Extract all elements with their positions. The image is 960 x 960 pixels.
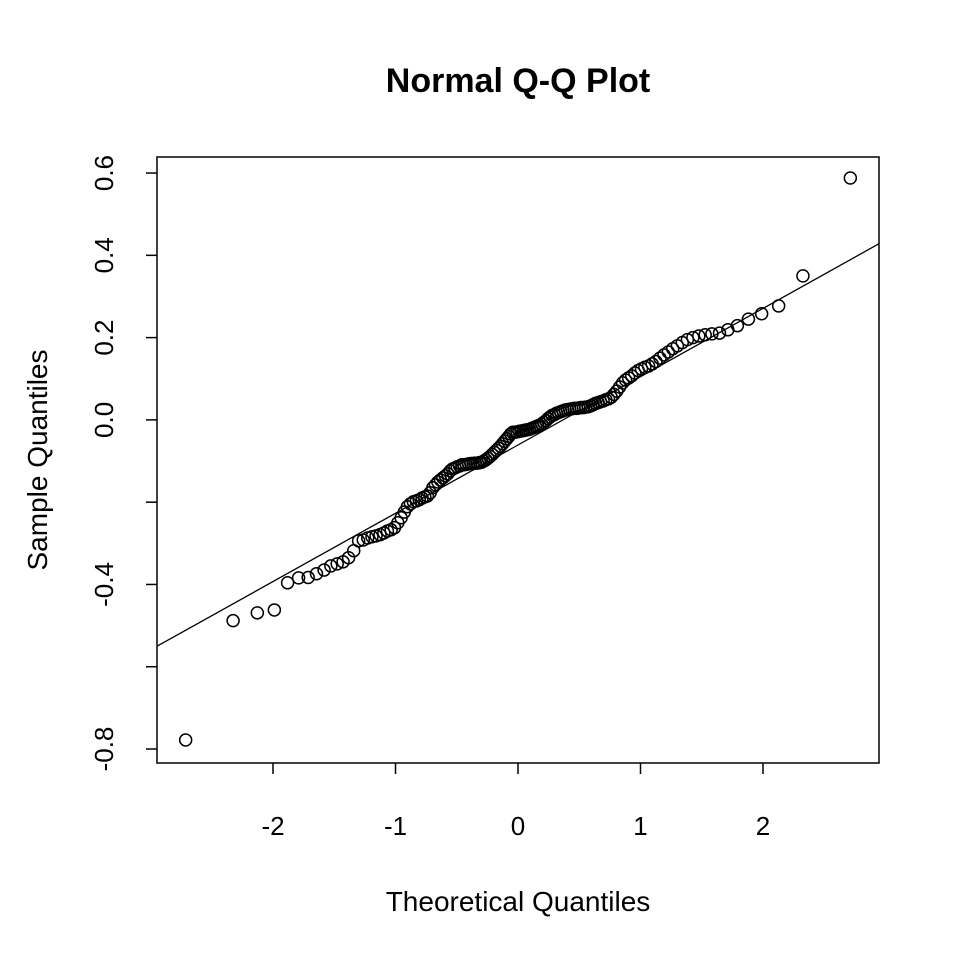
- point: [692, 329, 706, 343]
- point: [754, 306, 769, 321]
- point: [341, 550, 356, 565]
- point: [698, 327, 712, 342]
- point: [330, 557, 344, 571]
- point: [178, 733, 193, 747]
- y-tick-label: -0.8: [89, 727, 119, 772]
- x-axis-label: Theoretical Quantiles: [386, 886, 651, 917]
- point: [712, 326, 727, 340]
- point: [351, 534, 366, 548]
- point: [250, 606, 265, 620]
- point: [705, 327, 719, 341]
- point: [438, 469, 453, 483]
- reference-line: [156, 243, 880, 647]
- point: [280, 576, 295, 590]
- point: [267, 603, 282, 617]
- point: [796, 269, 810, 283]
- point: [649, 354, 663, 369]
- x-tick-label: -2: [261, 811, 284, 841]
- point: [301, 570, 315, 585]
- y-tick-label: -0.4: [89, 562, 119, 607]
- point: [628, 366, 642, 380]
- point: [226, 613, 240, 628]
- y-tick-label: 0.6: [89, 155, 119, 191]
- point: [384, 522, 398, 537]
- x-tick-label: -1: [384, 811, 407, 841]
- point: [436, 471, 450, 485]
- point: [428, 478, 443, 492]
- point: [771, 299, 786, 313]
- y-axis-label: Sample Quantiles: [22, 349, 53, 570]
- x-tick-label: 1: [633, 811, 647, 841]
- x-tick-label: 0: [511, 811, 525, 841]
- x-tick-label: 2: [756, 811, 770, 841]
- y-tick-label: 0.0: [89, 402, 119, 438]
- point: [843, 171, 858, 185]
- y-tick-label: 0.2: [89, 320, 119, 356]
- point: [730, 318, 745, 333]
- point: [661, 345, 676, 359]
- point: [291, 571, 306, 585]
- point: [309, 567, 324, 581]
- point: [324, 559, 338, 573]
- point: [317, 563, 331, 577]
- point: [686, 330, 700, 345]
- chart-title: Normal Q-Q Plot: [386, 62, 650, 100]
- point: [741, 312, 756, 326]
- y-tick-label: 0.4: [89, 237, 119, 273]
